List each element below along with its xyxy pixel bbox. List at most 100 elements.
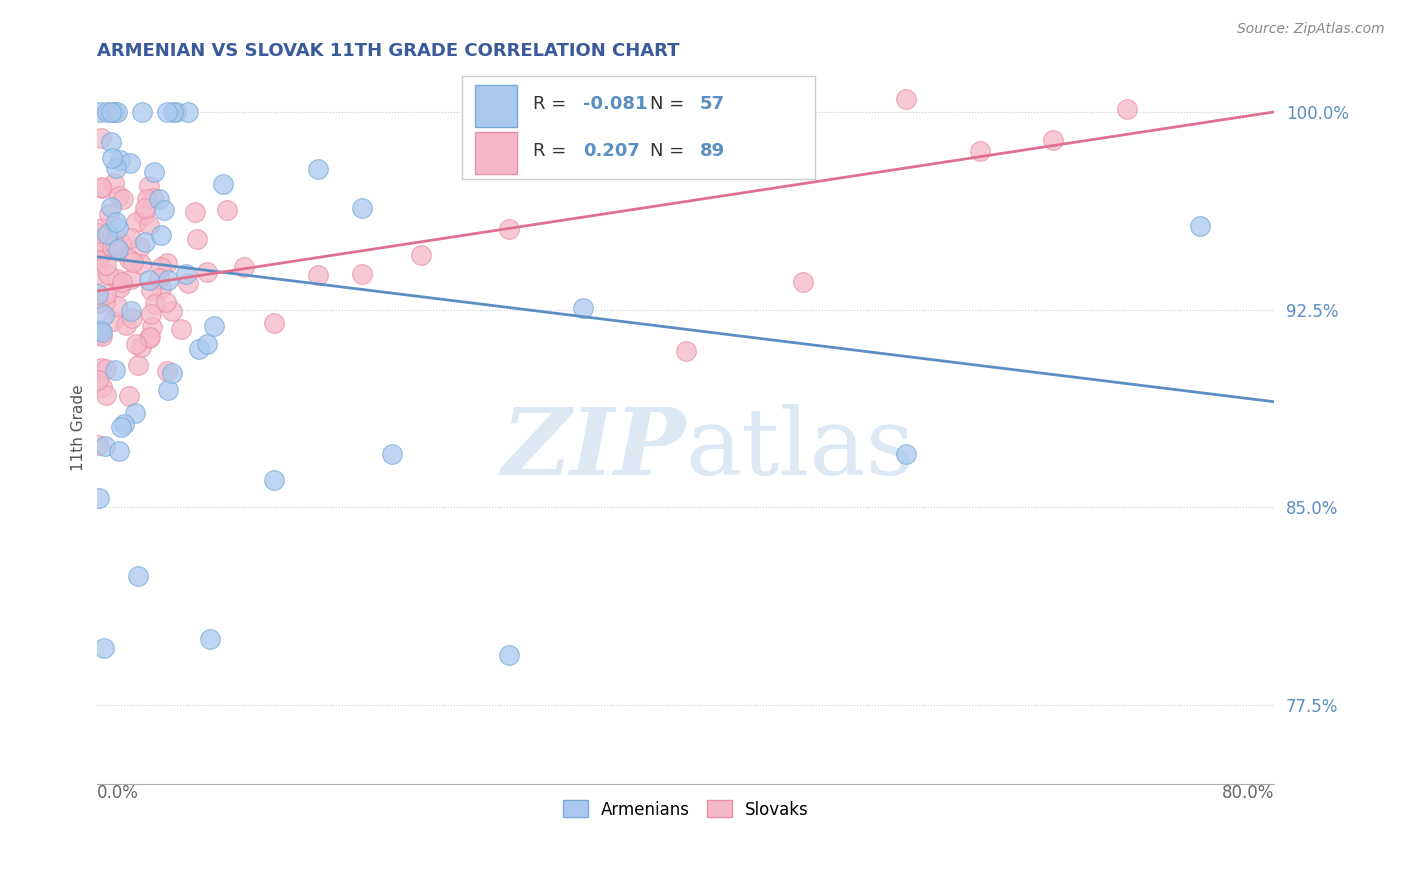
Text: 0.207: 0.207 xyxy=(583,142,640,161)
Point xyxy=(156,104,179,119)
Point xyxy=(90,325,112,339)
Point xyxy=(89,323,111,337)
Point xyxy=(165,104,187,119)
Point xyxy=(155,295,177,310)
Point xyxy=(118,389,141,403)
Point xyxy=(94,287,117,301)
Point xyxy=(94,362,117,376)
Point xyxy=(188,342,211,356)
Point xyxy=(94,439,117,453)
Point xyxy=(105,104,128,119)
Point xyxy=(91,220,114,235)
Point xyxy=(112,417,135,431)
Point xyxy=(150,228,173,243)
FancyBboxPatch shape xyxy=(475,85,517,127)
Point xyxy=(101,314,124,328)
Point xyxy=(125,215,148,229)
FancyBboxPatch shape xyxy=(475,132,517,174)
Point xyxy=(138,218,160,232)
Y-axis label: 11th Grade: 11th Grade xyxy=(72,384,86,471)
Point xyxy=(101,240,124,254)
Point xyxy=(89,104,111,119)
Point xyxy=(969,144,991,158)
Point xyxy=(93,295,115,310)
Point xyxy=(157,273,180,287)
Point xyxy=(93,308,115,322)
FancyBboxPatch shape xyxy=(463,76,815,179)
Point xyxy=(128,240,150,254)
Point xyxy=(352,267,374,281)
Point xyxy=(160,366,183,380)
Point xyxy=(103,176,125,190)
Point xyxy=(110,420,132,434)
Point xyxy=(100,200,122,214)
Point xyxy=(138,273,160,287)
Point xyxy=(120,272,142,286)
Point xyxy=(143,296,166,310)
Point xyxy=(87,287,110,301)
Point xyxy=(184,204,207,219)
Point xyxy=(87,226,110,240)
Point xyxy=(127,358,149,372)
Point xyxy=(90,180,112,194)
Point xyxy=(498,648,520,662)
Point xyxy=(409,247,432,261)
Point xyxy=(107,272,129,286)
Point xyxy=(91,246,114,260)
Point xyxy=(118,156,141,170)
Point xyxy=(135,192,157,206)
Point xyxy=(117,252,139,266)
Point xyxy=(127,569,149,583)
Point xyxy=(91,181,114,195)
Point xyxy=(307,268,329,282)
Point xyxy=(142,191,165,205)
Point xyxy=(263,316,285,330)
Point xyxy=(107,242,129,256)
Point xyxy=(100,135,122,149)
Point xyxy=(87,327,110,342)
Point xyxy=(600,153,623,167)
Point xyxy=(103,104,125,119)
Point xyxy=(1189,219,1212,233)
Point xyxy=(94,388,117,402)
Point xyxy=(177,104,200,119)
Point xyxy=(150,260,173,274)
Point xyxy=(896,92,918,106)
Point xyxy=(97,267,120,281)
Point xyxy=(104,237,127,252)
Point xyxy=(112,193,135,207)
Point xyxy=(134,208,156,222)
Point xyxy=(120,304,142,318)
Point xyxy=(90,361,112,376)
Text: 89: 89 xyxy=(700,142,725,161)
Point xyxy=(170,322,193,336)
Point xyxy=(142,165,165,179)
Point xyxy=(104,362,127,376)
Point xyxy=(89,491,111,506)
Point xyxy=(125,337,148,351)
Point xyxy=(212,178,235,192)
Point xyxy=(160,303,183,318)
Point xyxy=(139,283,162,297)
Point xyxy=(108,153,131,168)
Point xyxy=(129,257,152,271)
Point xyxy=(96,104,118,119)
Point xyxy=(98,207,121,221)
Point xyxy=(115,318,138,333)
Text: R =: R = xyxy=(533,95,572,113)
Point xyxy=(107,244,129,259)
Point xyxy=(156,364,179,378)
Point xyxy=(111,275,134,289)
Point xyxy=(138,179,160,194)
Point xyxy=(202,318,225,333)
Point xyxy=(87,234,110,248)
Point xyxy=(148,271,170,285)
Text: Source: ZipAtlas.com: Source: ZipAtlas.com xyxy=(1237,22,1385,37)
Point xyxy=(108,280,131,294)
Point xyxy=(571,301,593,315)
Point xyxy=(90,328,112,343)
Point xyxy=(91,380,114,394)
Point xyxy=(87,374,110,388)
Point xyxy=(675,344,697,359)
Point xyxy=(792,275,814,289)
